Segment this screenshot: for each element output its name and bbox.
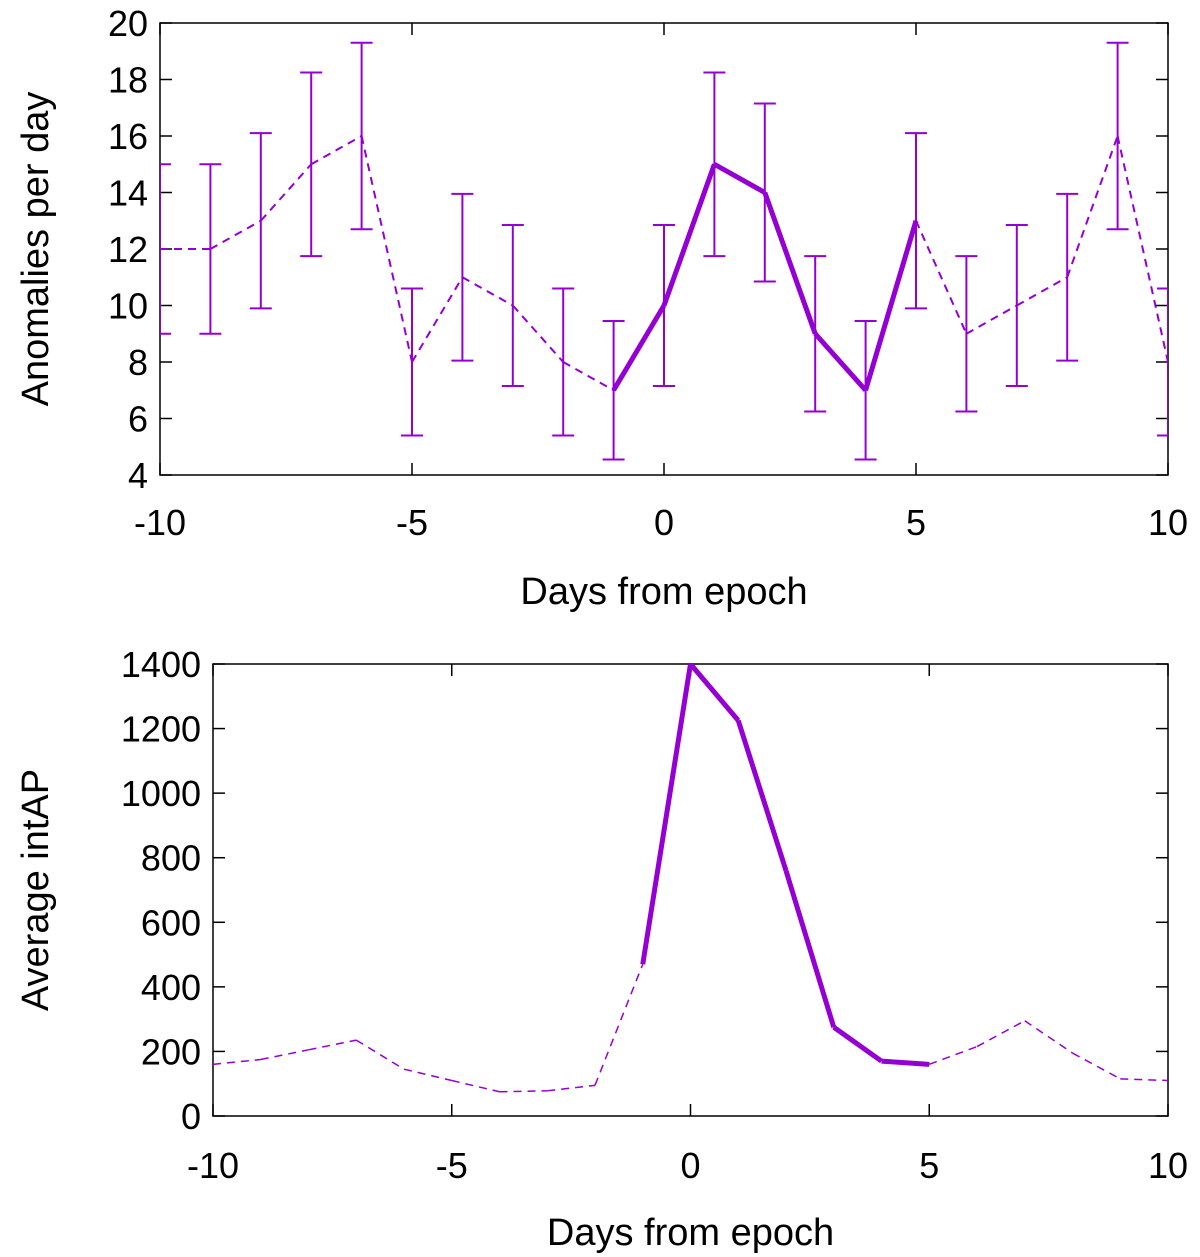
series-segment-dashed [310,135,363,166]
series-segment-dashed [965,304,1018,335]
intap-chart: -10 -5 0 5 10 0 200 400 600 800 1000 1200 1400 Days f… [15,644,1188,1254]
y-tick-label: 0 [181,1096,201,1137]
y-tick-label: 20 [108,3,148,44]
series-segment-dashed [1024,1020,1073,1054]
series-segment-dashed [1066,135,1119,278]
x-tick-label: -5 [396,502,428,543]
series-segment-dashed [403,1068,452,1082]
x-tick-label: 0 [680,1145,700,1186]
x-tick-label: 10 [1148,1145,1188,1186]
y-tick-label: 800 [141,838,201,879]
y-tick-label: 1200 [121,709,201,750]
series-segment-dashed [360,135,413,363]
x-tick-label: 0 [654,502,674,543]
y-tick-label: 1400 [121,644,201,685]
series-segment-dashed [461,276,514,307]
x-tick-label: 5 [919,1145,939,1186]
y-axis-label: Anomalies per day [15,92,57,407]
series-segment-dashed [562,361,615,392]
series-segment-highlight [640,664,693,965]
series-segment-highlight [735,719,789,872]
series-segment-dashed [355,1039,405,1070]
series-segment-highlight [863,220,919,391]
series-segment-highlight [783,869,837,1028]
y-tick-label: 16 [108,116,148,157]
series-segment-dashed [1016,276,1068,307]
series-segment-dashed [451,1079,500,1093]
x-tick-label: 10 [1148,502,1188,543]
y-tick-label: 1000 [121,773,201,814]
x-axis-label: Days from epoch [547,1212,834,1254]
x-tick-label: 5 [906,502,926,543]
series-segment-dashed [976,1020,1026,1048]
series-segment-highlight [688,664,741,723]
y-tick-label: 4 [128,455,148,496]
x-tick-label: -10 [187,1145,239,1186]
y-tick-label: 14 [108,173,148,214]
series-segment-dashed [213,1058,261,1066]
y-tick-label: 10 [108,286,148,327]
series-segment-dashed [547,1084,596,1092]
series-segment-highlight [813,332,868,392]
series-group [160,41,1168,461]
y-tick-label: 600 [141,902,201,943]
series-segment-dashed [1120,1078,1168,1082]
series-segment-highlight [713,162,767,195]
y-tick-label: 200 [141,1031,201,1072]
series-segment-dashed [928,1045,978,1066]
x-tick-label: -5 [436,1145,468,1186]
series-segment-highlight [881,1058,930,1067]
series-segment-dashed [1072,1052,1121,1080]
x-tick-label: -10 [134,502,186,543]
series-segment-dashed [594,963,644,1086]
series-segment-dashed [411,276,464,363]
series-segment-highlight [832,1025,883,1064]
plot-frame [212,663,1169,1117]
series-group [213,664,1168,1093]
y-tick-label: 18 [108,60,148,101]
series-segment-dashed [260,1049,309,1061]
y-tick-label: 400 [141,967,201,1008]
series-segment-dashed [512,304,564,363]
y-axis-label: Average intAP [15,769,57,1011]
series-segment-dashed [260,163,312,222]
series-segment-dashed [1116,135,1168,363]
series-segment-highlight [661,163,717,307]
y-tick-label: 12 [108,229,148,270]
series-segment-dashed [209,219,262,250]
anomalies-chart: -10 -5 0 5 10 4 6 8 10 12 14 16 18 20 Days from epoch A… [15,3,1188,613]
y-tick-label: 8 [128,342,148,383]
series-segment-highlight [762,191,818,335]
series-segment-dashed [499,1090,548,1093]
series-segment-dashed [308,1039,357,1051]
y-tick-label: 6 [128,399,148,440]
series-segment-highlight [611,304,667,392]
series-segment-dashed [915,220,968,335]
x-axis-label: Days from epoch [520,571,807,613]
